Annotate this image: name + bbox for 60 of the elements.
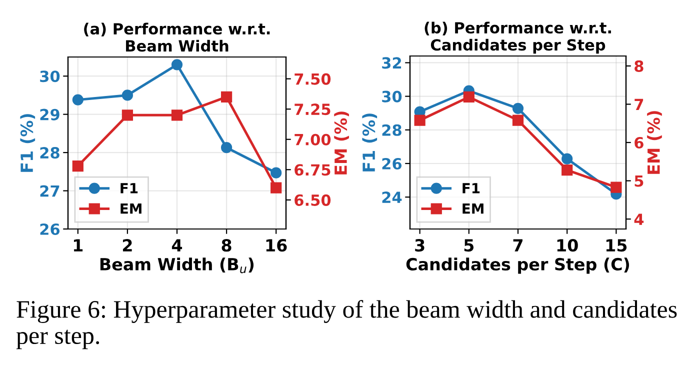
x-tick-label: 15 [606,239,627,252]
point [414,114,426,126]
y2-tick-label: 7.00 [294,134,331,146]
y-axis-title: F1 (%) [20,114,36,172]
x-tick-label: 10 [557,239,578,252]
x-tick-label: 1 [74,239,83,252]
y-tick-label: 30 [40,70,60,82]
y2-axis-title: EM (%) [334,112,349,174]
y-tick-label: 28 [40,147,60,159]
y-tick-label: 26 [382,158,402,170]
y-tick-label: 29 [40,108,60,120]
point [512,102,524,114]
y2-tick-label: 8 [634,60,644,72]
x-tick-label: 16 [266,239,287,252]
point [562,164,573,176]
x-tick-label: 2 [122,239,132,252]
y-tick-label: 24 [382,192,402,203]
y-tick-label: 30 [382,90,402,102]
x-axis-title: Beam Width (B$_{u}$) [100,258,254,274]
y-tick-label: 26 [40,223,60,236]
point [463,91,474,103]
point [512,114,524,126]
point [270,182,282,194]
x-tick-label: 7 [513,239,522,252]
y2-tick-label: 5 [634,175,644,187]
x-tick-label: 8 [222,239,232,252]
chart-title: (a) Performance w.r.t. Beam Width [84,22,270,52]
point [171,59,183,70]
y2-tick-label: 7.50 [294,73,331,85]
y2-tick-label: 6.75 [294,164,330,176]
y2-tick-label: 4 [634,214,644,225]
y-axis-title: F1 (%) [362,114,378,172]
point [220,142,232,154]
point [72,160,84,172]
x-tick-label: 4 [172,239,182,252]
y2-tick-label: 7 [634,98,644,110]
legend-label: EM [120,203,142,214]
chart-title: (b) Performance w.r.t. Candidates per Step [424,22,611,54]
point [171,110,183,121]
caption: Figure 6: Hyperparameter study of the beam width and candidates per step. [16,300,677,350]
point [610,182,622,193]
legend-label: EM [462,203,484,214]
y-tick-label: 27 [40,185,60,197]
legend-label: F1 [120,183,138,194]
point [562,153,573,164]
x-axis-title: Candidates per Step (C) [406,258,630,274]
x-tick-label: 5 [464,239,474,252]
y2-tick-label: 7.25 [294,104,330,116]
y-tick-label: 32 [382,57,402,69]
point [220,91,232,103]
x-tick-label: 3 [415,239,424,252]
point [122,110,134,121]
point [72,94,84,106]
y2-axis-title: EM (%) [647,111,662,174]
y-tick-label: 28 [382,124,402,136]
y2-tick-label: 6.50 [294,194,331,206]
y2-tick-label: 6 [634,136,644,149]
point [122,90,134,101]
point [270,167,282,178]
legend-label: F1 [462,183,480,194]
